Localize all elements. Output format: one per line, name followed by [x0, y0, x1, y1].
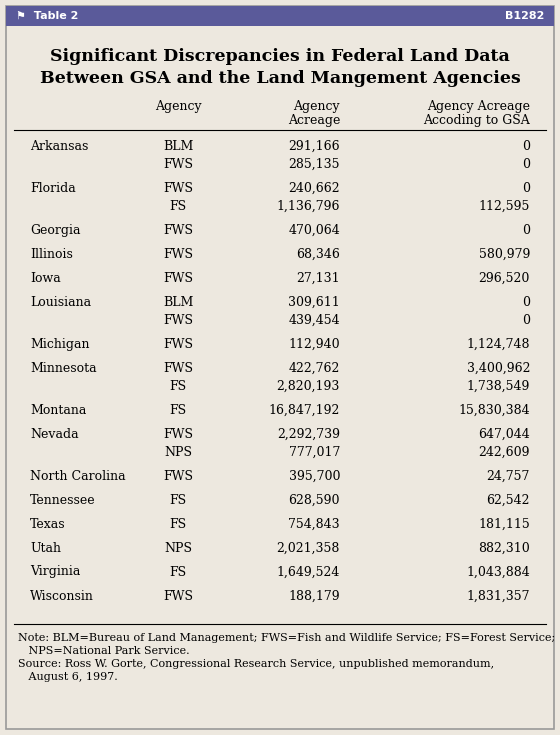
Text: 240,662: 240,662 — [288, 182, 340, 195]
Text: FS: FS — [170, 379, 186, 392]
Text: 112,940: 112,940 — [288, 337, 340, 351]
Text: Tennessee: Tennessee — [30, 493, 96, 506]
Text: Iowa: Iowa — [30, 271, 60, 284]
Text: Utah: Utah — [30, 542, 61, 554]
Text: Between GSA and the Land Mangement Agencies: Between GSA and the Land Mangement Agenc… — [40, 70, 520, 87]
Text: ⚑  Table 2: ⚑ Table 2 — [16, 11, 78, 21]
Text: Illinois: Illinois — [30, 248, 73, 260]
Text: 16,847,192: 16,847,192 — [269, 404, 340, 417]
Text: 296,520: 296,520 — [479, 271, 530, 284]
Text: FS: FS — [170, 565, 186, 578]
Text: FS: FS — [170, 517, 186, 531]
Text: Acreage: Acreage — [288, 113, 340, 126]
Text: Texas: Texas — [30, 517, 66, 531]
Text: 754,843: 754,843 — [288, 517, 340, 531]
Text: FWS: FWS — [163, 337, 193, 351]
Text: 27,131: 27,131 — [296, 271, 340, 284]
Text: FWS: FWS — [163, 589, 193, 603]
Text: 1,124,748: 1,124,748 — [466, 337, 530, 351]
Text: FWS: FWS — [163, 157, 193, 171]
Text: FWS: FWS — [163, 362, 193, 375]
Text: NPS: NPS — [164, 445, 192, 459]
Bar — [6, 6, 554, 26]
Text: Florida: Florida — [30, 182, 76, 195]
Text: 285,135: 285,135 — [288, 157, 340, 171]
Text: FWS: FWS — [163, 223, 193, 237]
Text: 580,979: 580,979 — [479, 248, 530, 260]
Text: 62,542: 62,542 — [487, 493, 530, 506]
Text: Source: Ross W. Gorte, Congressional Research Service, unpublished memorandum,: Source: Ross W. Gorte, Congressional Res… — [18, 659, 494, 669]
Text: North Carolina: North Carolina — [30, 470, 125, 482]
Text: 0: 0 — [522, 182, 530, 195]
Text: 1,738,549: 1,738,549 — [466, 379, 530, 392]
Text: Accoding to GSA: Accoding to GSA — [423, 113, 530, 126]
Text: Georgia: Georgia — [30, 223, 81, 237]
Text: 0: 0 — [522, 314, 530, 326]
Text: 181,115: 181,115 — [478, 517, 530, 531]
Text: 470,064: 470,064 — [288, 223, 340, 237]
Text: 309,611: 309,611 — [288, 295, 340, 309]
Text: Minnesota: Minnesota — [30, 362, 97, 375]
Text: FWS: FWS — [163, 428, 193, 440]
Text: 112,595: 112,595 — [479, 199, 530, 212]
Text: FWS: FWS — [163, 470, 193, 482]
Text: 0: 0 — [522, 140, 530, 152]
Text: 647,044: 647,044 — [478, 428, 530, 440]
Text: 1,831,357: 1,831,357 — [466, 589, 530, 603]
Text: Agency: Agency — [155, 99, 201, 112]
Text: Montana: Montana — [30, 404, 86, 417]
Text: FWS: FWS — [163, 182, 193, 195]
Text: FS: FS — [170, 404, 186, 417]
Text: B1282: B1282 — [505, 11, 544, 21]
Text: 439,454: 439,454 — [288, 314, 340, 326]
Text: 0: 0 — [522, 157, 530, 171]
Text: Agency Acreage: Agency Acreage — [427, 99, 530, 112]
Text: FWS: FWS — [163, 248, 193, 260]
Text: Michigan: Michigan — [30, 337, 90, 351]
Text: 1,136,796: 1,136,796 — [277, 199, 340, 212]
Text: 2,292,739: 2,292,739 — [277, 428, 340, 440]
Text: 422,762: 422,762 — [288, 362, 340, 375]
Text: Wisconsin: Wisconsin — [30, 589, 94, 603]
Text: FWS: FWS — [163, 314, 193, 326]
Text: 882,310: 882,310 — [478, 542, 530, 554]
Text: 3,400,962: 3,400,962 — [466, 362, 530, 375]
Text: 1,649,524: 1,649,524 — [277, 565, 340, 578]
Text: Nevada: Nevada — [30, 428, 78, 440]
Text: 628,590: 628,590 — [288, 493, 340, 506]
Text: 188,179: 188,179 — [288, 589, 340, 603]
Text: NPS=National Park Service.: NPS=National Park Service. — [18, 646, 190, 656]
Text: 24,757: 24,757 — [487, 470, 530, 482]
Text: Virginia: Virginia — [30, 565, 81, 578]
Text: Louisiana: Louisiana — [30, 295, 91, 309]
Text: 1,043,884: 1,043,884 — [466, 565, 530, 578]
Text: Agency: Agency — [293, 99, 340, 112]
Text: FWS: FWS — [163, 271, 193, 284]
Text: August 6, 1997.: August 6, 1997. — [18, 672, 118, 682]
Text: 777,017: 777,017 — [288, 445, 340, 459]
Text: 15,830,384: 15,830,384 — [459, 404, 530, 417]
Text: FS: FS — [170, 199, 186, 212]
Text: 2,820,193: 2,820,193 — [277, 379, 340, 392]
Text: 68,346: 68,346 — [296, 248, 340, 260]
Text: 291,166: 291,166 — [288, 140, 340, 152]
Text: 0: 0 — [522, 295, 530, 309]
Text: Arkansas: Arkansas — [30, 140, 88, 152]
Text: 395,700: 395,700 — [288, 470, 340, 482]
Text: NPS: NPS — [164, 542, 192, 554]
Text: 0: 0 — [522, 223, 530, 237]
Text: 2,021,358: 2,021,358 — [277, 542, 340, 554]
Text: BLM: BLM — [163, 140, 193, 152]
Text: BLM: BLM — [163, 295, 193, 309]
Text: 242,609: 242,609 — [478, 445, 530, 459]
Text: Note: BLM=Bureau of Land Management; FWS=Fish and Wildlife Service; FS=Forest Se: Note: BLM=Bureau of Land Management; FWS… — [18, 633, 556, 643]
Text: FS: FS — [170, 493, 186, 506]
Text: Significant Discrepancies in Federal Land Data: Significant Discrepancies in Federal Lan… — [50, 48, 510, 65]
